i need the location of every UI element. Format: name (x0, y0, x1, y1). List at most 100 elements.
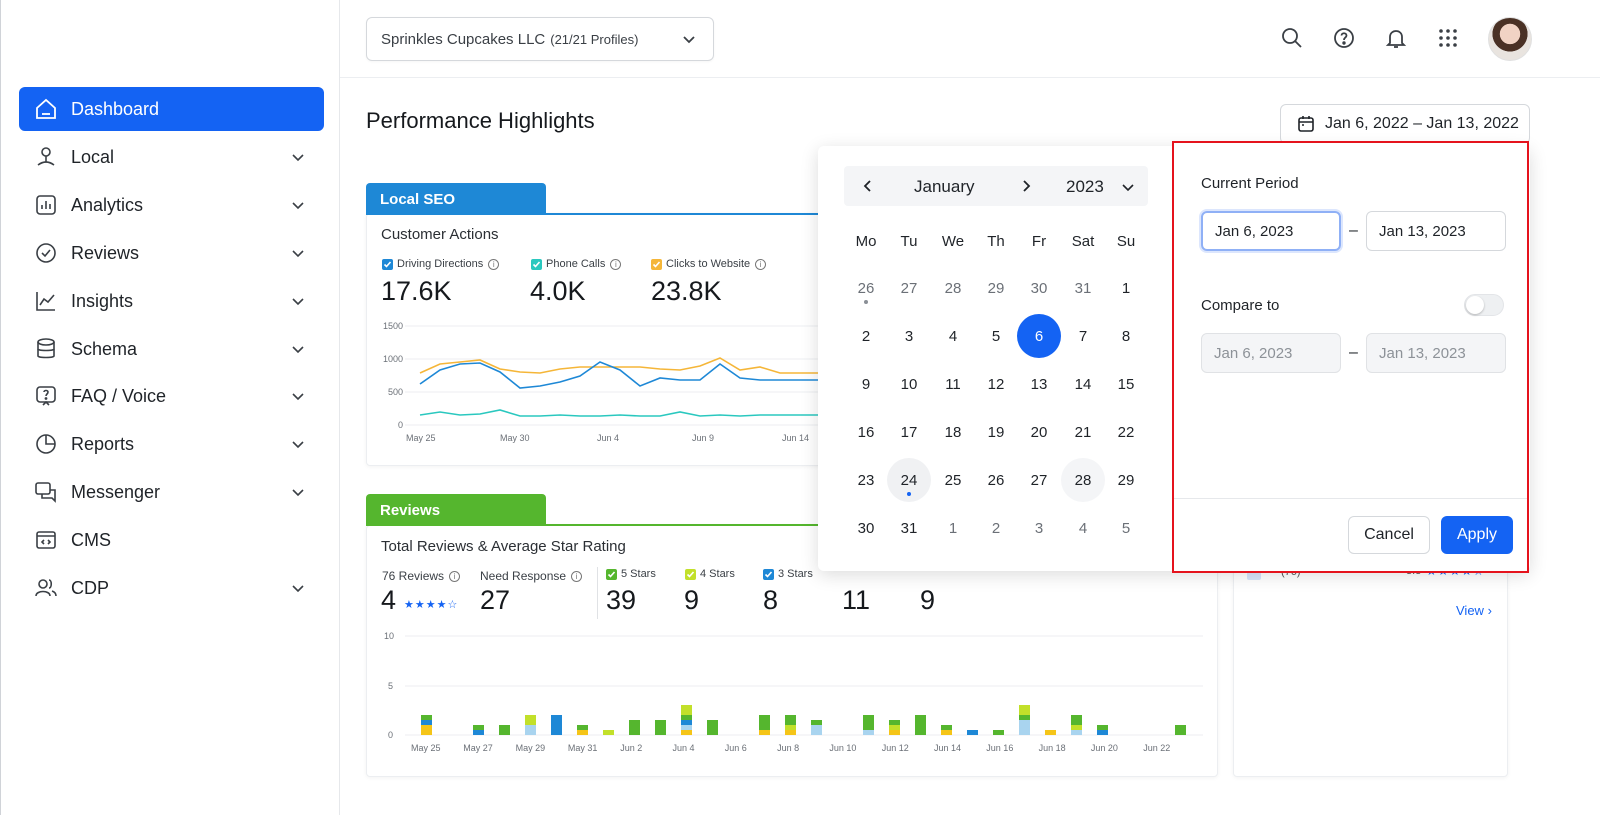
search-icon[interactable] (1280, 26, 1304, 50)
legend-label: 5 Stars (621, 568, 656, 580)
legend-driving-directions[interactable]: Driving Directions i (382, 258, 500, 270)
calendar-day[interactable]: 31 (1074, 279, 1092, 297)
sidebar-item-label: Schema (71, 338, 138, 359)
chevron-right-icon[interactable] (1018, 178, 1034, 194)
calendar-day[interactable]: 16 (857, 423, 875, 441)
sidebar-item-reports[interactable]: Reports (19, 422, 324, 466)
tab-local-seo[interactable]: Local SEO (366, 183, 546, 215)
calendar-day[interactable]: 4 (1078, 519, 1088, 537)
compare-toggle[interactable] (1464, 294, 1504, 316)
x-tick: Jun 16 (986, 743, 1014, 753)
calendar-day[interactable]: 23 (857, 471, 875, 489)
calendar-day[interactable]: 30 (857, 519, 875, 537)
help-icon[interactable] (1332, 26, 1356, 50)
cancel-button[interactable]: Cancel (1348, 516, 1430, 554)
chevron-left-icon[interactable] (860, 178, 876, 194)
sidebar-item-local[interactable]: Local (19, 135, 324, 179)
series-driving-directions (419, 361, 820, 389)
calendar-day[interactable]: 18 (944, 423, 962, 441)
calendar-day[interactable]: 26 (844, 266, 888, 310)
calendar-day[interactable]: 7 (1078, 327, 1088, 345)
calendar-day[interactable]: 21 (1074, 423, 1092, 441)
star-count: 9 (920, 585, 936, 615)
calendar-day[interactable]: 1 (948, 519, 958, 537)
calendar-day[interactable]: 27 (900, 279, 918, 297)
calendar-day[interactable]: 22 (1117, 423, 1135, 441)
calendar-day[interactable]: 6 (1017, 314, 1061, 358)
info-icon: i (755, 258, 767, 270)
calendar-day[interactable]: 29 (1117, 471, 1135, 489)
calendar-day[interactable]: 25 (944, 471, 962, 489)
calendar-day[interactable]: 9 (861, 375, 871, 393)
sidebar-item-label: Messenger (71, 481, 161, 502)
calendar-day[interactable]: 14 (1074, 375, 1092, 393)
current-end-date-input[interactable]: Jan 13, 2023 (1366, 211, 1506, 251)
checkbox-icon (531, 258, 542, 270)
calendar-day[interactable]: 2 (991, 519, 1001, 537)
calendar-day[interactable]: 10 (900, 375, 918, 393)
legend-5-stars[interactable]: 5 Stars (606, 568, 656, 580)
calendar-day[interactable]: 20 (1030, 423, 1048, 441)
sidebar-item-cms[interactable]: CMS (19, 518, 324, 562)
calendar-day[interactable]: 11 (945, 375, 961, 393)
calendar-day[interactable]: 17 (900, 423, 918, 441)
calendar-year-select[interactable]: 2023 (1066, 177, 1104, 196)
calendar-day[interactable]: 13 (1030, 375, 1048, 393)
calendar-day[interactable]: 2 (861, 327, 871, 345)
sidebar-item-faq-voice[interactable]: FAQ / Voice (19, 374, 324, 418)
view-link[interactable]: View › (1456, 603, 1492, 618)
date-range-button[interactable]: Jan 6, 2022 – Jan 13, 2022 (1280, 104, 1530, 144)
tab-reviews[interactable]: Reviews (366, 494, 546, 526)
compare-end-date-input[interactable]: Jan 13, 2023 (1366, 333, 1506, 373)
avatar[interactable] (1488, 17, 1532, 61)
sidebar-item-dashboard[interactable]: Dashboard (19, 87, 324, 131)
sidebar-item-insights[interactable]: Insights (19, 279, 324, 323)
legend-4-stars[interactable]: 4 Stars (685, 568, 735, 580)
sidebar-item-reviews[interactable]: Reviews (19, 231, 324, 275)
calendar-day[interactable]: 15 (1117, 375, 1135, 393)
calendar-day[interactable]: 1 (1121, 279, 1131, 297)
bell-icon[interactable] (1384, 26, 1408, 50)
weekday-label: Fr (1031, 233, 1047, 250)
calendar-day[interactable]: 19 (987, 423, 1005, 441)
divider (597, 567, 598, 619)
compare-start-date-input[interactable]: Jan 6, 2023 (1201, 333, 1341, 373)
calendar-day[interactable]: 26 (987, 471, 1005, 489)
sidebar-item-schema[interactable]: Schema (19, 327, 324, 371)
calendar-day[interactable]: 27 (1030, 471, 1048, 489)
calendar-day[interactable]: 5 (991, 327, 1001, 345)
apps-grid-icon[interactable] (1436, 26, 1460, 50)
star-rating-icon: ★★★★☆ (404, 599, 459, 611)
sidebar: Dashboard Local Analytics Reviews (0, 0, 340, 815)
current-start-date-input[interactable]: Jan 6, 2023 (1201, 211, 1341, 251)
calendar-day[interactable]: 3 (1034, 519, 1044, 537)
profile-selector[interactable]: Sprinkles Cupcakes LLC (21/21 Profiles) (366, 17, 714, 61)
event-dot-icon (864, 300, 868, 304)
calendar-day[interactable]: 24 (887, 458, 931, 502)
legend-3-stars[interactable]: 3 Stars (763, 568, 813, 580)
checkbox-icon (763, 568, 774, 580)
apply-button[interactable]: Apply (1441, 516, 1513, 554)
calendar-day[interactable]: 8 (1121, 327, 1131, 345)
calendar-day[interactable]: 12 (987, 375, 1005, 393)
calendar-day[interactable]: 30 (1030, 279, 1048, 297)
calendar-day[interactable]: 31 (900, 519, 918, 537)
chevron-down-icon[interactable] (1120, 179, 1136, 195)
calendar-day[interactable]: 29 (987, 279, 1005, 297)
chevron-down-icon (292, 346, 304, 354)
sidebar-item-messenger[interactable]: Messenger (19, 470, 324, 514)
sidebar-item-cdp[interactable]: CDP (19, 566, 324, 610)
x-tick: Jun 4 (672, 743, 695, 753)
legend-label: Phone Calls (546, 258, 606, 270)
calendar-day[interactable]: 4 (948, 327, 958, 345)
calendar-day[interactable]: 5 (1121, 519, 1131, 537)
calendar-day[interactable]: 3 (904, 327, 914, 345)
y-tick: 5 (388, 681, 394, 691)
bar (811, 720, 822, 735)
calendar-day[interactable]: 28 (1061, 458, 1105, 502)
legend-clicks-to-website[interactable]: Clicks to Website i (651, 258, 767, 270)
calendar-day[interactable]: 28 (944, 279, 962, 297)
legend-phone-calls[interactable]: Phone Calls i (531, 258, 622, 270)
info-icon: i (571, 570, 583, 582)
sidebar-item-analytics[interactable]: Analytics (19, 183, 324, 227)
